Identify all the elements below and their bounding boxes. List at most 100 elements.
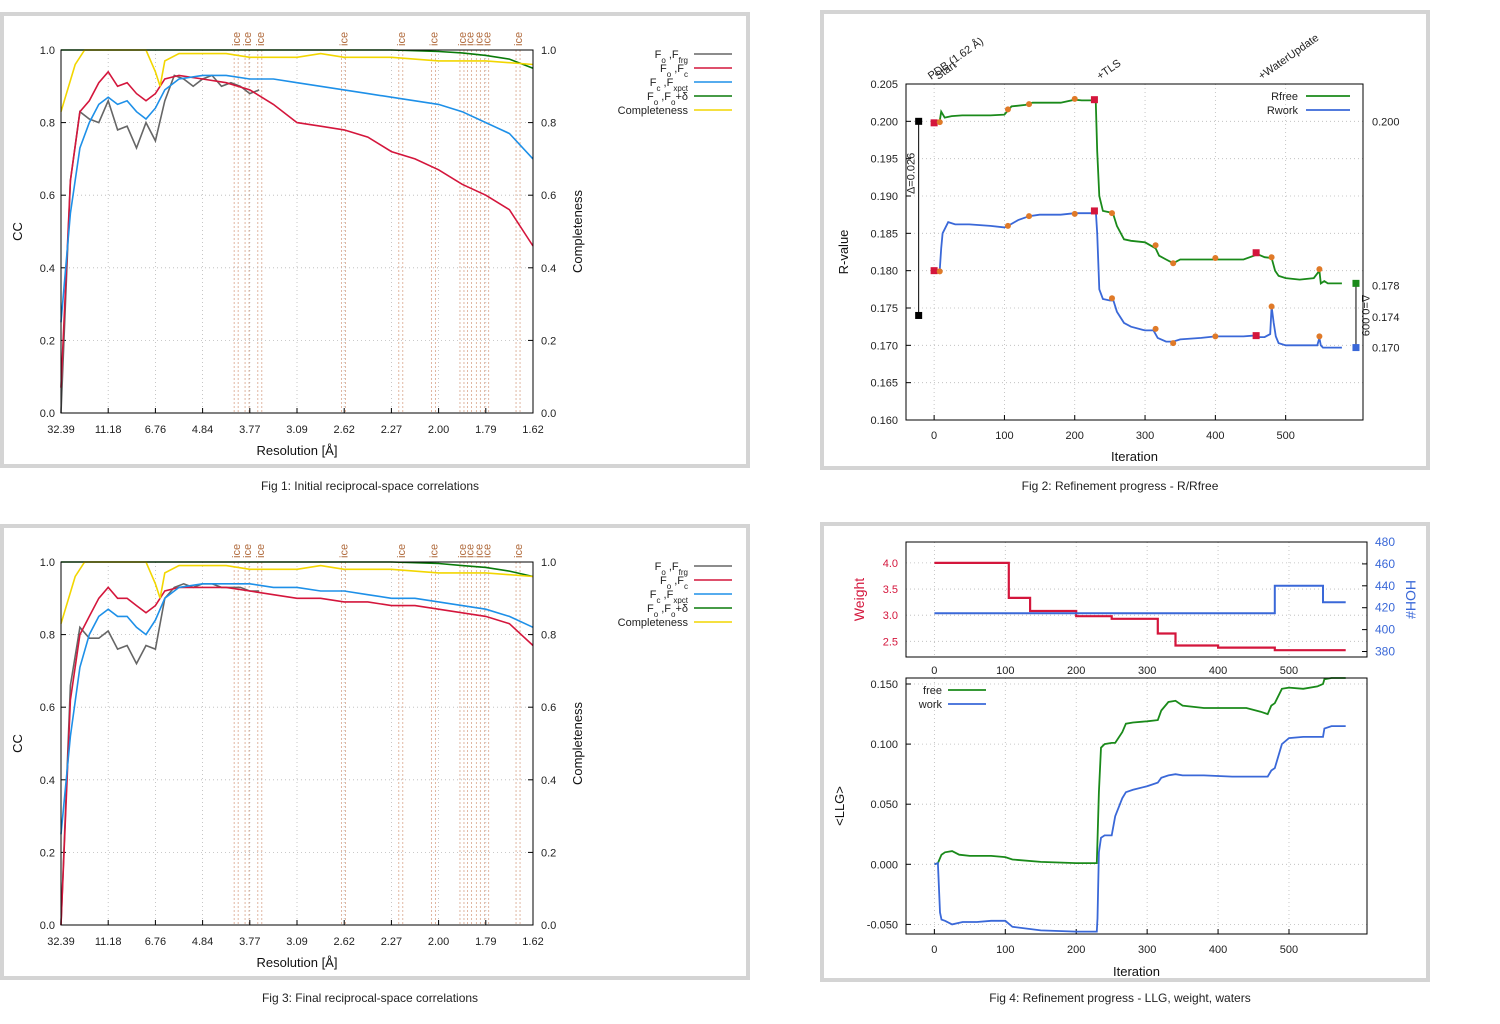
- ice-ring-label: ice: [457, 32, 469, 46]
- ice-ring: [484, 49, 490, 414]
- ice-ring-label: ice: [338, 32, 350, 46]
- y-tick-label: 0.2: [40, 335, 55, 347]
- marker-circle: [1026, 101, 1033, 108]
- figure-1-panel: ice ice ice ice ice ice ice ice ice ice ice 0.0 0.0 0…: [0, 12, 750, 468]
- legend-label: Fo ,Fo+δ: [647, 603, 688, 619]
- marker-circle: [1109, 210, 1116, 217]
- x-tick-label: 300: [1138, 665, 1156, 677]
- y-tick-label: 0.160: [870, 415, 898, 427]
- ice-ring-label: ice: [428, 544, 440, 558]
- ice-ring: [431, 561, 436, 926]
- top-annotation: +WaterUpdate: [1256, 32, 1321, 82]
- y-tick-label: 0.190: [870, 191, 898, 203]
- ice-ring-label: ice: [428, 32, 440, 46]
- y-tick-label: 0.205: [870, 79, 898, 91]
- ice-ring-label: ice: [465, 544, 477, 558]
- legend-label: Fc ,Fxpct: [650, 77, 689, 93]
- legend-label: work: [918, 699, 943, 711]
- marker-circle: [1152, 325, 1159, 332]
- delta-label-right: Δ=0.009: [1359, 295, 1371, 336]
- x-tick-label: 32.39: [47, 424, 75, 436]
- right-value-label: 0.200: [1372, 116, 1400, 128]
- y2-tick-label: 0.4: [541, 775, 556, 787]
- ice-ring: [459, 49, 465, 414]
- y-tick-label: 0.6: [40, 190, 55, 202]
- x-tick-label: 3.09: [286, 424, 307, 436]
- y-tick-label: 0.8: [40, 630, 55, 642]
- marker-square: [1252, 249, 1260, 257]
- figure-4-chart: 2.5 3.0 3.5 4.0 380 400 420 440 460 480 0 100 200 300…: [832, 535, 1419, 978]
- y-tick-label: 0.180: [870, 266, 898, 278]
- hoh-axis-label: HOH#: [1403, 580, 1419, 619]
- ice-ring-label: ice: [396, 544, 408, 558]
- x-tick-label: 11.18: [95, 936, 122, 948]
- ice-ring: [398, 49, 404, 414]
- ice-ring: [341, 561, 346, 926]
- series-line-free: [934, 677, 1346, 866]
- legend-label: Fo ,Ffrg: [655, 561, 688, 577]
- figure-4-panel: 2.5 3.0 3.5 4.0 380 400 420 440 460 480 0 100 200 300…: [820, 522, 1430, 982]
- marker-circle: [1316, 266, 1323, 273]
- x-tick-label: 400: [1206, 430, 1224, 442]
- x-tick-label: 2.00: [428, 424, 449, 436]
- figure-1-caption: Fig 1: Initial reciprocal-space correlat…: [260, 479, 480, 493]
- marker-square: [1352, 344, 1360, 352]
- y-tick-label: 0.200: [870, 116, 898, 128]
- series-line-rwork: [934, 207, 1342, 349]
- series-line-grey: [60, 74, 260, 414]
- marker-square: [1352, 279, 1360, 287]
- x-tick-label: 2.00: [428, 936, 449, 948]
- y-tick-label: 0.4: [40, 263, 55, 275]
- y-tick-label: 0.195: [870, 154, 898, 166]
- marker-circle: [1004, 106, 1011, 113]
- y2-tick-label: 1.0: [541, 45, 556, 57]
- x-tick-label: 200: [1066, 430, 1084, 442]
- y-tick-label: 0.000: [870, 859, 898, 871]
- hoh-tick-label: 400: [1375, 623, 1395, 637]
- marker-circle: [1212, 254, 1219, 261]
- marker-square: [1090, 96, 1098, 104]
- marker-square: [930, 119, 938, 127]
- ice-ring-label: ice: [338, 544, 350, 558]
- x-tick-label: 4.84: [192, 936, 213, 948]
- ice-ring-label: ice: [242, 32, 254, 46]
- ice-ring: [515, 561, 521, 926]
- marker-square: [1090, 207, 1098, 215]
- series-line-weight: [934, 561, 1346, 652]
- marker-circle: [1071, 210, 1078, 217]
- plot-frame: [60, 561, 534, 926]
- y-tick-label: 0.4: [40, 775, 55, 787]
- x-tick-label: 1.62: [522, 936, 543, 948]
- y-tick-label: 0.150: [870, 679, 898, 691]
- ice-ring: [475, 49, 481, 414]
- hoh-tick-label: 420: [1375, 601, 1395, 615]
- y2-tick-label: 1.0: [541, 557, 556, 569]
- series-line-work: [934, 725, 1346, 933]
- x-tick-label: 3.09: [286, 936, 307, 948]
- marker-circle: [1212, 333, 1219, 340]
- weight-tick-label: 3.0: [883, 610, 898, 622]
- y2-tick-label: 0.0: [541, 920, 556, 932]
- y-axis-label: <LLG>: [832, 786, 847, 826]
- ice-ring: [475, 561, 481, 926]
- x-tick-label: 300: [1136, 430, 1154, 442]
- right-value-label: 0.170: [1372, 343, 1400, 355]
- x-tick-label: 6.76: [145, 424, 166, 436]
- x-tick-label: 500: [1280, 944, 1298, 956]
- hoh-tick-label: 440: [1375, 579, 1395, 593]
- x-tick-label: 4.84: [192, 424, 213, 436]
- ice-ring-label: ice: [513, 32, 525, 46]
- x-axis-label: Resolution [Å]: [257, 955, 338, 970]
- y-tick-label: 0.100: [870, 739, 898, 751]
- x-tick-label: 100: [996, 665, 1014, 677]
- x-tick-label: 2.62: [333, 424, 354, 436]
- ice-ring-label: ice: [396, 32, 408, 46]
- series-line-red: [60, 586, 534, 926]
- ice-ring-label: ice: [457, 544, 469, 558]
- legend-label: Fc ,Fxpct: [650, 589, 689, 605]
- y-tick-label: 1.0: [40, 557, 55, 569]
- plot-frame-bottom: [905, 677, 1368, 935]
- y-tick-label: 0.0: [40, 408, 55, 420]
- ice-ring: [459, 561, 465, 926]
